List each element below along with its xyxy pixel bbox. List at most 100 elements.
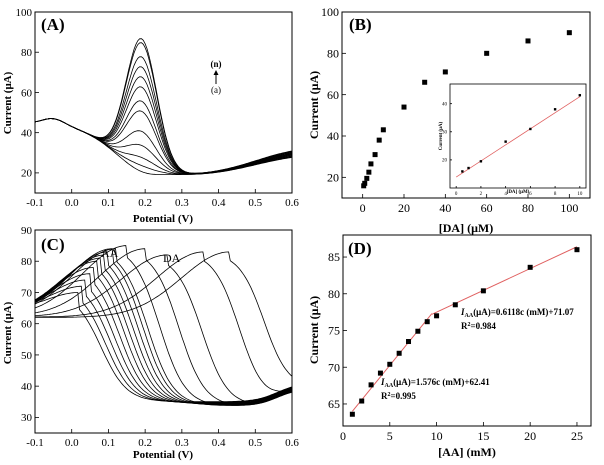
data-points-b bbox=[361, 30, 572, 189]
d-x-tick-label: 15 bbox=[477, 429, 489, 443]
x-ticks-d: 0 5 10 15 20 25 bbox=[340, 422, 583, 443]
data-point bbox=[364, 175, 370, 181]
data-point bbox=[566, 30, 572, 36]
cv-curve bbox=[34, 267, 293, 404]
b-x-tick-label: 80 bbox=[522, 201, 534, 215]
data-point bbox=[396, 350, 402, 356]
c-y-tick-label: 40 bbox=[21, 381, 33, 393]
c-x-tick-label: 0.6 bbox=[285, 437, 299, 449]
d-x-tick-label: 20 bbox=[524, 429, 536, 443]
a-x-tick-label: 0.4 bbox=[212, 197, 226, 209]
data-point bbox=[406, 339, 412, 345]
data-point bbox=[387, 361, 393, 367]
cv-curve bbox=[34, 257, 293, 405]
d-y-tick-label: 65 bbox=[328, 397, 340, 411]
plot-frame-b bbox=[341, 11, 591, 199]
data-point bbox=[349, 411, 355, 417]
inset-y-axis-label: Current (μA) bbox=[439, 121, 444, 150]
a-x-tick-label: 0.5 bbox=[248, 197, 262, 209]
a-x-tick-label: 0.2 bbox=[138, 197, 152, 209]
b-y-tick-label: 100 bbox=[321, 5, 339, 19]
inset-x-tick-label: 4 bbox=[504, 192, 507, 197]
inset-y-tick-label: 30 bbox=[442, 131, 448, 136]
y-axis-label-b: Current (μA) bbox=[307, 71, 321, 139]
inset-chart: 0 2 4 6 8 10 20 30 40 [DA] (μM) Current (μA) bbox=[439, 83, 587, 197]
inset-data-point bbox=[479, 160, 483, 163]
cv-curves-c bbox=[34, 245, 293, 406]
y-ticks-b: 20 40 60 80 100 bbox=[321, 5, 346, 185]
data-point bbox=[527, 264, 533, 270]
cv-curve bbox=[34, 279, 293, 403]
cv-curve bbox=[34, 254, 293, 403]
equation-low-range: IAA(μA)=1.576c (mM)+62.41 bbox=[380, 377, 490, 389]
annotation-n: (n) bbox=[211, 59, 222, 69]
c-y-tick-label: 30 bbox=[21, 412, 33, 424]
d-x-tick-label: 5 bbox=[387, 429, 393, 443]
peak-label-aa: AA bbox=[101, 246, 119, 260]
equation-high-range-sub: AA bbox=[465, 313, 474, 319]
a-y-tick-label: 60 bbox=[21, 87, 33, 99]
cv-curve bbox=[34, 42, 293, 174]
cv-curve bbox=[34, 56, 293, 174]
c-x-tick-label: 0.0 bbox=[65, 437, 79, 449]
a-x-tick-label: 0.1 bbox=[102, 197, 116, 209]
a-x-tick-label: 0.0 bbox=[65, 197, 79, 209]
inset-y-tick-label: 40 bbox=[442, 102, 448, 107]
data-point bbox=[434, 313, 440, 319]
plot-frame-a bbox=[34, 11, 293, 194]
inset-fit bbox=[455, 96, 581, 178]
y-axis-label-c: Current (μA) bbox=[2, 301, 14, 364]
x-axis-label-a: Potential (V) bbox=[133, 213, 194, 225]
inset-x-tick-label: 6 bbox=[529, 192, 532, 197]
b-x-tick-label: 0 bbox=[360, 201, 366, 215]
annotation-arrow-head bbox=[213, 70, 219, 75]
d-x-tick-label: 25 bbox=[571, 429, 583, 443]
cv-curve bbox=[34, 66, 293, 174]
inset-fit-line bbox=[455, 96, 581, 178]
inset-x-tick-label: 8 bbox=[554, 192, 557, 197]
x-axis-label-d: [AA] (mM) bbox=[438, 445, 496, 459]
inset-x-ticks: 0 2 4 6 8 10 bbox=[455, 186, 583, 197]
inset-data-point bbox=[553, 108, 557, 111]
b-x-tick-label: 20 bbox=[398, 201, 410, 215]
panel-label-a: (A) bbox=[41, 15, 65, 34]
peak-label-da: DA bbox=[163, 251, 181, 265]
b-y-tick-label: 20 bbox=[327, 171, 339, 185]
inset-x-tick-label: 0 bbox=[455, 192, 458, 197]
data-point bbox=[359, 398, 365, 404]
data-point bbox=[368, 382, 374, 388]
data-point bbox=[574, 247, 580, 253]
inset-data-point bbox=[529, 127, 532, 131]
a-y-tick-label: 40 bbox=[21, 128, 33, 140]
b-y-tick-label: 60 bbox=[327, 88, 339, 102]
x-ticks-b: 0 20 40 60 80 100 bbox=[360, 194, 578, 215]
d-y-tick-label: 75 bbox=[328, 324, 340, 338]
data-point bbox=[422, 79, 428, 85]
cv-curves-a bbox=[34, 38, 293, 175]
a-y-tick-label: 20 bbox=[21, 168, 33, 180]
r2-high-range: R2=0.984 bbox=[461, 321, 496, 331]
data-point bbox=[376, 137, 382, 143]
b-y-tick-label: 40 bbox=[327, 129, 339, 143]
data-point bbox=[442, 69, 448, 75]
r2-high-range-value: =0.984 bbox=[471, 321, 497, 331]
panel-label-d: (D) bbox=[348, 239, 372, 258]
r2-low-range-value: =0.995 bbox=[391, 391, 417, 401]
plot-frame-c bbox=[34, 229, 293, 434]
b-x-tick-label: 40 bbox=[439, 201, 451, 215]
data-point bbox=[415, 328, 421, 334]
data-point bbox=[525, 38, 531, 44]
cv-curve bbox=[34, 285, 293, 403]
c-x-tick-label: 0.2 bbox=[138, 437, 152, 449]
inset-y-ticks: 20 30 40 bbox=[442, 102, 452, 164]
a-x-tick-label: 0.3 bbox=[175, 197, 189, 209]
b-x-tick-label: 60 bbox=[481, 201, 493, 215]
d-y-tick-label: 85 bbox=[328, 250, 340, 264]
data-point bbox=[368, 161, 374, 167]
data-point bbox=[372, 152, 378, 158]
inset-data-point bbox=[578, 94, 582, 97]
cv-curve bbox=[34, 38, 293, 174]
data-point bbox=[380, 127, 386, 133]
panel-a: -0.1 0.0 0.1 0.2 0.3 0.4 0.5 0.6 20 40 60 80 100 (A… bbox=[2, 7, 299, 225]
